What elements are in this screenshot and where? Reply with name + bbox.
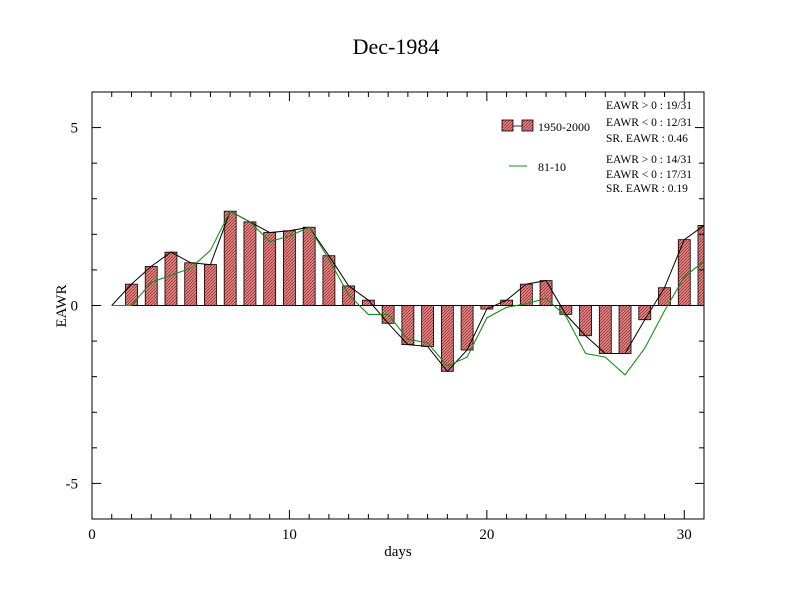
y-tick-label: 0 bbox=[71, 299, 79, 315]
bar bbox=[283, 230, 296, 306]
x-tick-label: 0 bbox=[88, 527, 96, 543]
bar-series-1950-2000 bbox=[125, 210, 705, 372]
legend: 1950-2000 81-10 bbox=[501, 119, 590, 174]
bar bbox=[144, 265, 158, 306]
stat-negative-1: EAWR < 0 : 12/31 bbox=[606, 117, 692, 129]
bar bbox=[322, 255, 336, 306]
stat-sr-2: SR. EAWR : 0.19 bbox=[606, 183, 688, 195]
y-tick-label: 5 bbox=[71, 121, 79, 137]
bar bbox=[243, 221, 257, 306]
bar bbox=[598, 305, 612, 354]
y-axis-label: EAWR bbox=[54, 285, 70, 328]
y-axis: -5 0 5 bbox=[66, 91, 704, 520]
bar bbox=[500, 299, 513, 306]
y-tick-label: -5 bbox=[66, 476, 79, 492]
x-axis-label: days bbox=[384, 544, 412, 560]
line-series-81-10 bbox=[111, 210, 705, 376]
stat-negative-2: EAWR < 0 : 17/31 bbox=[606, 169, 692, 181]
stat-positive-1: EAWR > 0 : 19/31 bbox=[606, 100, 692, 112]
line-layer bbox=[111, 210, 705, 376]
x-tick-label: 20 bbox=[479, 527, 494, 543]
x-tick-label: 10 bbox=[282, 527, 297, 543]
bar-series-line bbox=[111, 210, 705, 373]
bar bbox=[460, 305, 474, 351]
stat-positive-2: EAWR > 0 : 14/31 bbox=[606, 154, 692, 166]
x-tick-label: 30 bbox=[677, 527, 692, 543]
bar bbox=[421, 305, 435, 347]
stats-block-81-10: EAWR > 0 : 14/31 EAWR < 0 : 17/31 SR. EA… bbox=[606, 154, 692, 195]
stat-sr-1: SR. EAWR : 0.46 bbox=[606, 133, 688, 145]
legend-label-bars: 1950-2000 bbox=[538, 120, 590, 134]
chart-title: Dec-1984 bbox=[353, 34, 440, 59]
bar bbox=[223, 210, 237, 306]
legend-swatch-bar-1 bbox=[501, 119, 514, 132]
stats-block-1950-2000: EAWR > 0 : 19/31 EAWR < 0 : 12/31 SR. EA… bbox=[606, 100, 692, 145]
bar bbox=[263, 232, 277, 306]
legend-label-line: 81-10 bbox=[538, 160, 566, 174]
bar bbox=[164, 251, 178, 306]
bar bbox=[302, 226, 316, 306]
x-axis: 0 10 20 30 bbox=[88, 92, 705, 543]
bar bbox=[204, 264, 217, 306]
legend-swatch-bar-2 bbox=[521, 119, 534, 132]
bar bbox=[125, 283, 138, 306]
